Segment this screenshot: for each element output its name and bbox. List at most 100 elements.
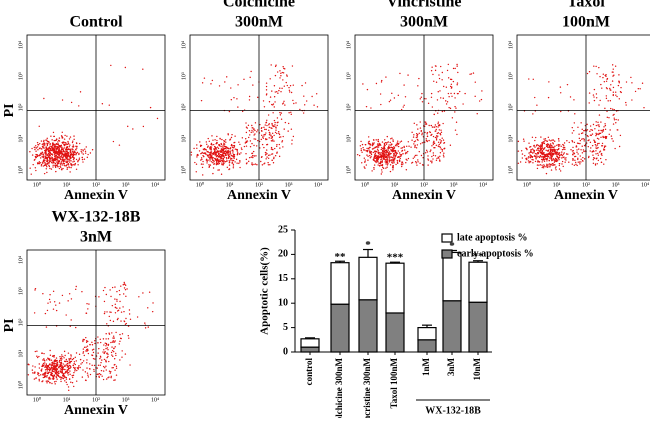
event-dot (382, 166, 384, 169)
event-dot (65, 153, 67, 156)
event-dot (278, 143, 281, 146)
event-dot (228, 162, 231, 164)
event-dot (60, 359, 62, 362)
event-dot (282, 146, 284, 148)
event-dot (525, 158, 527, 160)
event-dot (29, 167, 31, 169)
event-dot (373, 139, 375, 141)
event-dot (63, 375, 66, 378)
event-dot (385, 163, 387, 165)
event-dot (235, 158, 238, 161)
event-dot (96, 367, 98, 369)
event-dot (229, 157, 232, 159)
y-tick-label: 10⁰ (507, 165, 514, 174)
event-dot (292, 135, 295, 138)
event-dot (440, 148, 442, 150)
event-dot (42, 142, 44, 145)
event-dot (577, 126, 579, 128)
event-dot (611, 64, 614, 66)
event-dot (421, 134, 423, 136)
event-dot (82, 360, 85, 362)
event-dot (34, 158, 36, 161)
event-dot (48, 366, 50, 369)
event-dot (91, 149, 94, 151)
event-dot (56, 157, 59, 159)
event-dot (276, 117, 279, 119)
event-dot (542, 142, 544, 144)
event-dot (412, 136, 415, 138)
event-dot (241, 110, 244, 113)
event-dot (61, 294, 64, 297)
event-dot (64, 160, 66, 162)
event-dot (574, 155, 576, 158)
event-dot (519, 161, 522, 163)
event-dot (121, 333, 124, 335)
event-dot (70, 319, 72, 321)
event-dot (61, 354, 63, 356)
event-dot (421, 132, 423, 134)
event-dot (230, 87, 232, 89)
event-dot (60, 155, 63, 157)
event-dot (208, 140, 211, 142)
event-dot (80, 363, 82, 365)
event-dot (72, 153, 75, 155)
event-dot (256, 129, 259, 131)
event-dot (49, 354, 52, 356)
event-dot (371, 170, 373, 172)
event-dot (607, 100, 609, 102)
panel-title: Vincristine (387, 0, 462, 11)
event-dot (48, 141, 50, 143)
event-dot (91, 344, 94, 346)
event-dot (595, 153, 597, 155)
event-dot (223, 144, 225, 146)
event-dot (82, 340, 84, 343)
event-dot (214, 151, 217, 154)
event-dot (50, 153, 53, 155)
event-dot (31, 369, 34, 371)
event-dot (454, 105, 456, 108)
event-dot (237, 106, 239, 108)
event-dot (198, 150, 201, 152)
event-dot (265, 121, 268, 124)
event-dot (556, 158, 558, 161)
plot-frame (516, 34, 650, 181)
event-dot (305, 100, 308, 102)
x-tick-label: 10⁴ (641, 182, 649, 188)
event-dot (42, 359, 44, 361)
event-dot (82, 369, 84, 371)
event-dot (529, 145, 532, 148)
event-dot (34, 287, 37, 290)
event-dot (273, 119, 276, 122)
event-dot (54, 164, 56, 167)
event-dot (270, 148, 273, 150)
event-dot (398, 159, 401, 161)
event-dot (602, 128, 605, 131)
event-dot (117, 317, 119, 320)
event-dot (381, 147, 384, 150)
event-dot (249, 76, 251, 79)
event-dot (545, 149, 547, 151)
event-dot (234, 161, 236, 163)
event-dot (201, 151, 203, 154)
event-dot (120, 311, 123, 313)
event-dot (56, 138, 58, 141)
event-dot (594, 128, 596, 130)
event-dot (390, 149, 392, 151)
event-dot (236, 153, 239, 155)
event-dot (211, 158, 213, 160)
event-dot (557, 153, 559, 156)
event-dot (595, 133, 598, 136)
event-dot (105, 369, 107, 371)
event-dot (89, 373, 92, 376)
event-dot (247, 124, 250, 127)
event-dot (269, 78, 271, 80)
event-dot (604, 128, 607, 131)
event-dot (388, 145, 390, 148)
event-dot (366, 147, 368, 150)
event-dot (279, 111, 281, 114)
event-dot (227, 153, 229, 156)
event-dot (61, 365, 64, 367)
event-dot (54, 145, 56, 148)
event-dot (288, 112, 290, 114)
